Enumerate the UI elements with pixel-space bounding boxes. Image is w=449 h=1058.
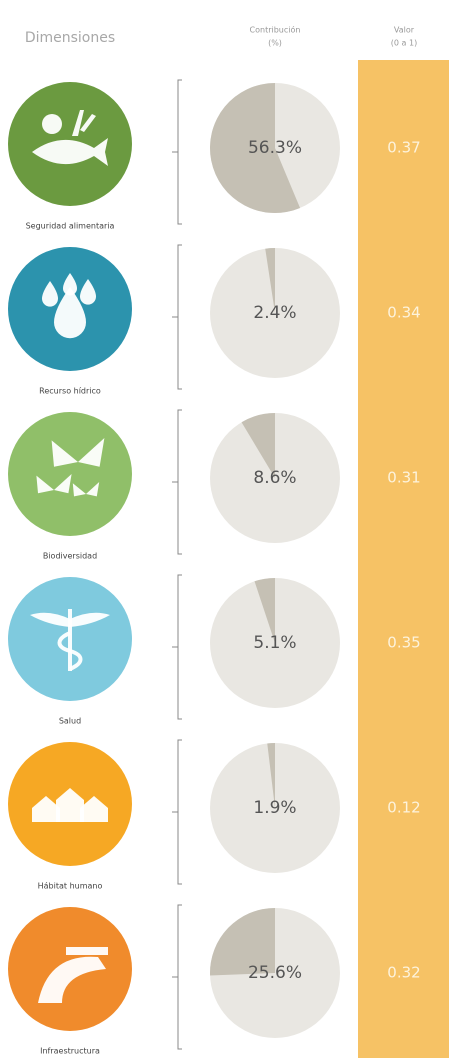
dimension-label: Biodiversidad — [43, 552, 97, 561]
score-label: 0.34 — [387, 304, 420, 322]
bracket — [172, 409, 182, 555]
dimension-label: Hábitat humano — [38, 882, 103, 891]
pie-slice — [210, 908, 275, 976]
bracket — [172, 904, 182, 1050]
pie-label: 25.6% — [248, 963, 302, 983]
pie-label: 1.9% — [253, 798, 296, 818]
score-label: 0.32 — [387, 964, 420, 982]
header-value: Valor — [394, 26, 415, 35]
icon-glyph — [68, 609, 72, 671]
icon-glyph — [36, 474, 72, 494]
icon-glyph — [63, 273, 77, 296]
pie-slice — [267, 743, 275, 808]
icon-glyph — [66, 947, 108, 955]
dimension-label: Seguridad alimentaria — [26, 222, 115, 231]
icon-glyph — [51, 438, 105, 467]
pie-label: 2.4% — [253, 303, 296, 323]
icon-glyph — [56, 788, 84, 822]
pie-slice — [241, 413, 275, 478]
header-contribution: Contribución — [250, 25, 301, 35]
bracket — [172, 739, 182, 885]
score-label: 0.35 — [387, 634, 420, 652]
icon-glyph — [80, 279, 96, 305]
dimension-label: Recurso hídrico — [39, 387, 101, 396]
pie-slice — [254, 578, 275, 643]
icon-glyph — [30, 612, 110, 627]
icon-glyph — [72, 482, 100, 497]
dimension-label: Infraestructura — [40, 1047, 100, 1056]
icon-glyph — [42, 114, 62, 134]
icon-glyph — [80, 796, 108, 822]
icon-glyph — [72, 110, 96, 136]
pie-label: 56.3% — [248, 138, 302, 158]
icon-glyph — [42, 281, 58, 307]
icon-glyph — [32, 138, 108, 166]
header-dimension: Dimensiones — [25, 30, 115, 46]
value-column — [358, 60, 449, 1058]
pie-label: 5.1% — [253, 633, 296, 653]
icon-glyph — [57, 631, 83, 671]
dimension-label: Salud — [59, 717, 81, 726]
header-value-unit: (0 a 1) — [391, 39, 417, 48]
icon-circle — [8, 412, 132, 536]
pie-label: 8.6% — [253, 468, 296, 488]
icon-glyph — [38, 956, 106, 1003]
icon-glyph — [54, 287, 86, 339]
bracket — [172, 244, 182, 390]
pie-slice — [265, 248, 275, 313]
bracket — [172, 574, 182, 720]
pie-slice — [210, 83, 301, 213]
score-label: 0.12 — [387, 799, 420, 817]
bracket — [172, 79, 182, 225]
score-label: 0.31 — [387, 469, 420, 487]
header-contribution-unit: (%) — [268, 39, 282, 48]
score-label: 0.37 — [387, 139, 420, 157]
icon-glyph — [32, 796, 60, 822]
